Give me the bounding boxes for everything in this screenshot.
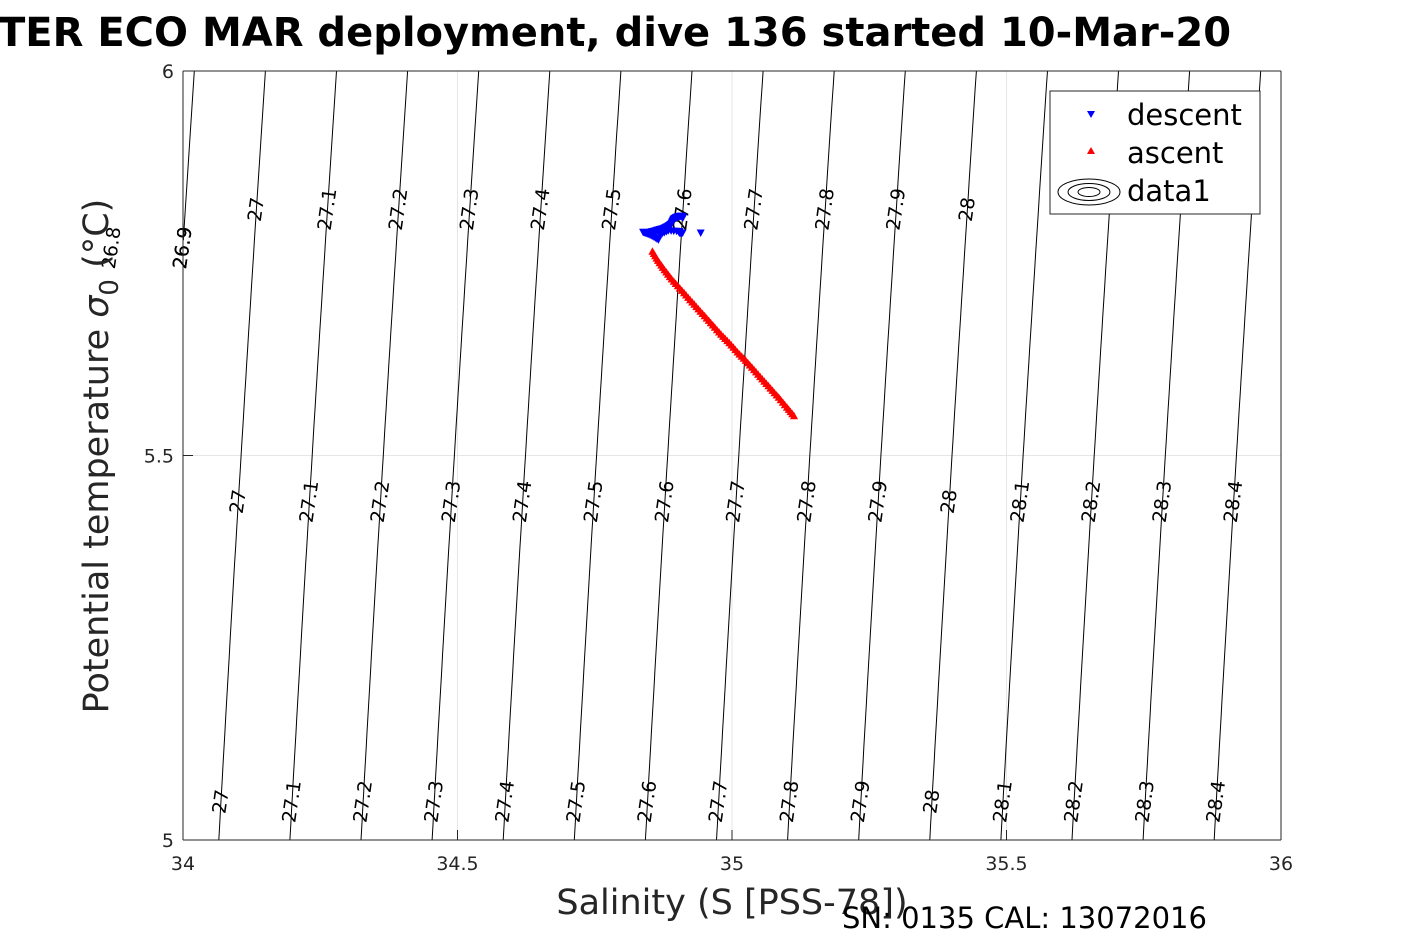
legend-ascent-label: ascent (1127, 136, 1223, 170)
y-axis-label-sigma: σ (77, 294, 117, 318)
x-tick-label: 36 (1269, 853, 1293, 875)
density-contour-line (360, 70, 409, 841)
descent-series (639, 212, 705, 244)
x-tick-label: 35.5 (985, 853, 1027, 875)
x-axis-label: Salinity (S [PSS-78]) (556, 883, 907, 923)
y-tick-label: 6 (162, 61, 174, 83)
density-contours (182, 70, 1262, 841)
contour-label: 28 (937, 488, 962, 515)
density-contour-line (929, 70, 977, 841)
density-contour-line (787, 70, 835, 841)
density-contour-line (1000, 70, 1048, 841)
contour-label: 27 (208, 788, 233, 815)
y-axis-label-unit: (°C) (77, 199, 117, 279)
legend-box (1049, 90, 1261, 215)
x-axis-ticks: 34 34.5 35 35.5 36 (171, 830, 1293, 875)
density-contour-line (218, 70, 266, 841)
y-axis-ticks: 55.56 (144, 61, 193, 852)
contour-label: 27 (244, 196, 269, 223)
x-tick-label: 35 (720, 853, 744, 875)
density-contour-line (289, 70, 337, 841)
y-tick-label: 5.5 (144, 446, 174, 468)
legend-descent-marker (1087, 111, 1095, 118)
density-contour-line (858, 70, 906, 841)
y-axis-label: Potential temperature σ0 (°C) (77, 199, 125, 714)
density-contour-line (502, 70, 551, 841)
ascent-point (648, 247, 657, 255)
ascent-series (648, 247, 798, 420)
y-axis-label-main: Potential temperature (77, 318, 117, 714)
legend: descent ascent data1 (1049, 90, 1261, 215)
density-contour-line (573, 70, 622, 841)
y-axis-label-subscript: 0 (95, 279, 125, 296)
contour-label: 28 (919, 788, 944, 815)
legend-data1-label: data1 (1127, 174, 1211, 208)
y-tick-label: 5 (162, 830, 174, 852)
contour-label: 27 (226, 488, 251, 515)
contour-label: 28 (955, 196, 980, 223)
descent-point (696, 229, 705, 237)
chart-title: TER ECO MAR deployment, dive 136 started… (0, 10, 1231, 56)
density-contour-line (644, 70, 693, 841)
descent-point (679, 214, 688, 222)
legend-descent-label: descent (1127, 98, 1242, 132)
density-contour-line (431, 70, 480, 841)
legend-data1-contour-icon (1057, 178, 1121, 206)
x-tick-label: 34.5 (436, 853, 478, 875)
legend-ascent-marker (1087, 147, 1095, 154)
x-tick-label: 34 (171, 853, 195, 875)
density-contour-line (182, 70, 195, 241)
descent-point (678, 229, 687, 237)
serial-calibration-note: SN: 0135 CAL: 13072016 (842, 901, 1207, 935)
density-contour-line (716, 70, 764, 841)
